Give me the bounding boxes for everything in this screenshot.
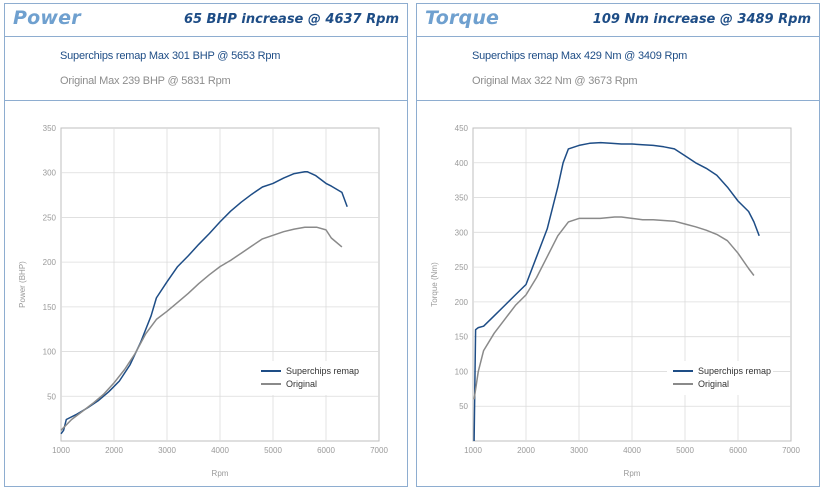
power-y-tick-label: 250 (43, 213, 57, 222)
power-x-tick-label: 4000 (211, 446, 229, 455)
torque-y-axis-label: Torque (Nm) (430, 262, 439, 307)
power-chart: 1000 2000 3000 4000 5000 6000 7000 50 100 150 200 2… (18, 124, 388, 478)
torque-increase-text: 109 Nm increase @ 3489 Rpm (592, 12, 811, 27)
power-y-tick-label: 100 (43, 348, 57, 357)
power-y-tick-label: 300 (43, 169, 57, 178)
torque-legend-label-remap: Superchips remap (698, 366, 771, 376)
power-series-original-line (60, 226, 343, 431)
torque-x-axis-label: Rpm (624, 469, 641, 478)
torque-title: Torque (425, 7, 500, 29)
torque-x-tick-label: 1000 (464, 446, 482, 455)
power-x-tick-label: 7000 (370, 446, 388, 455)
torque-y-tick-label: 250 (455, 263, 469, 272)
torque-y-tick-label: 100 (455, 367, 469, 376)
torque-legend-label-original: Original (698, 379, 729, 389)
power-y-tick-label: 150 (43, 303, 57, 312)
power-x-axis-label: Rpm (212, 469, 229, 478)
power-x-tick-label: 2000 (105, 446, 123, 455)
torque-x-tick-label: 3000 (570, 446, 588, 455)
torque-series-original-line (473, 216, 755, 400)
power-panel: Power 65 BHP increase @ 4637 Rpm Superch… (4, 3, 408, 487)
power-x-tick-label: 1000 (52, 446, 70, 455)
power-x-tick-label: 5000 (264, 446, 282, 455)
torque-x-tick-label: 7000 (782, 446, 800, 455)
torque-summary: Superchips remap Max 429 Nm @ 3409 Rpm O… (417, 37, 819, 101)
torque-x-tick-label: 5000 (676, 446, 694, 455)
torque-remap-summary: Superchips remap Max 429 Nm @ 3409 Rpm (472, 50, 688, 62)
power-increase-text: 65 BHP increase @ 4637 Rpm (183, 12, 399, 27)
torque-y-tick-label: 450 (455, 124, 469, 133)
torque-series-remap-line (473, 141, 760, 442)
power-original-summary: Original Max 239 BHP @ 5831 Rpm (60, 75, 231, 87)
power-legend-box (255, 361, 361, 395)
power-title: Power (13, 7, 81, 29)
torque-x-tick-label: 6000 (729, 446, 747, 455)
torque-chart: 1000 2000 3000 4000 5000 6000 7000 50 100 150 200 2… (430, 124, 800, 478)
torque-original-summary: Original Max 322 Nm @ 3673 Rpm (472, 75, 638, 87)
torque-y-tick-label: 150 (455, 333, 469, 342)
torque-y-tick-label: 300 (455, 228, 469, 237)
power-y-tick-label: 200 (43, 258, 57, 267)
power-x-tick-label: 3000 (158, 446, 176, 455)
torque-y-tick-label: 350 (455, 194, 469, 203)
power-y-tick-label: 50 (47, 392, 56, 401)
power-legend-label-remap: Superchips remap (286, 366, 359, 376)
power-series-remap-line (60, 171, 348, 435)
torque-y-tick-label: 200 (455, 298, 469, 307)
power-y-tick-label: 350 (43, 124, 57, 133)
torque-legend-box (667, 361, 773, 395)
torque-panel: Torque 109 Nm increase @ 3489 Rpm Superc… (416, 3, 820, 487)
torque-y-tick-label: 50 (459, 402, 468, 411)
power-x-tick-label: 6000 (317, 446, 335, 455)
power-remap-summary: Superchips remap Max 301 BHP @ 5653 Rpm (60, 50, 281, 62)
torque-header: Torque 109 Nm increase @ 3489 Rpm (417, 4, 819, 37)
torque-x-tick-label: 2000 (517, 446, 535, 455)
torque-y-tick-label: 400 (455, 159, 469, 168)
torque-x-tick-label: 4000 (623, 446, 641, 455)
power-summary: Superchips remap Max 301 BHP @ 5653 Rpm … (5, 37, 407, 101)
power-header: Power 65 BHP increase @ 4637 Rpm (5, 4, 407, 37)
power-y-axis-label: Power (BHP) (18, 261, 27, 308)
power-legend-label-original: Original (286, 379, 317, 389)
